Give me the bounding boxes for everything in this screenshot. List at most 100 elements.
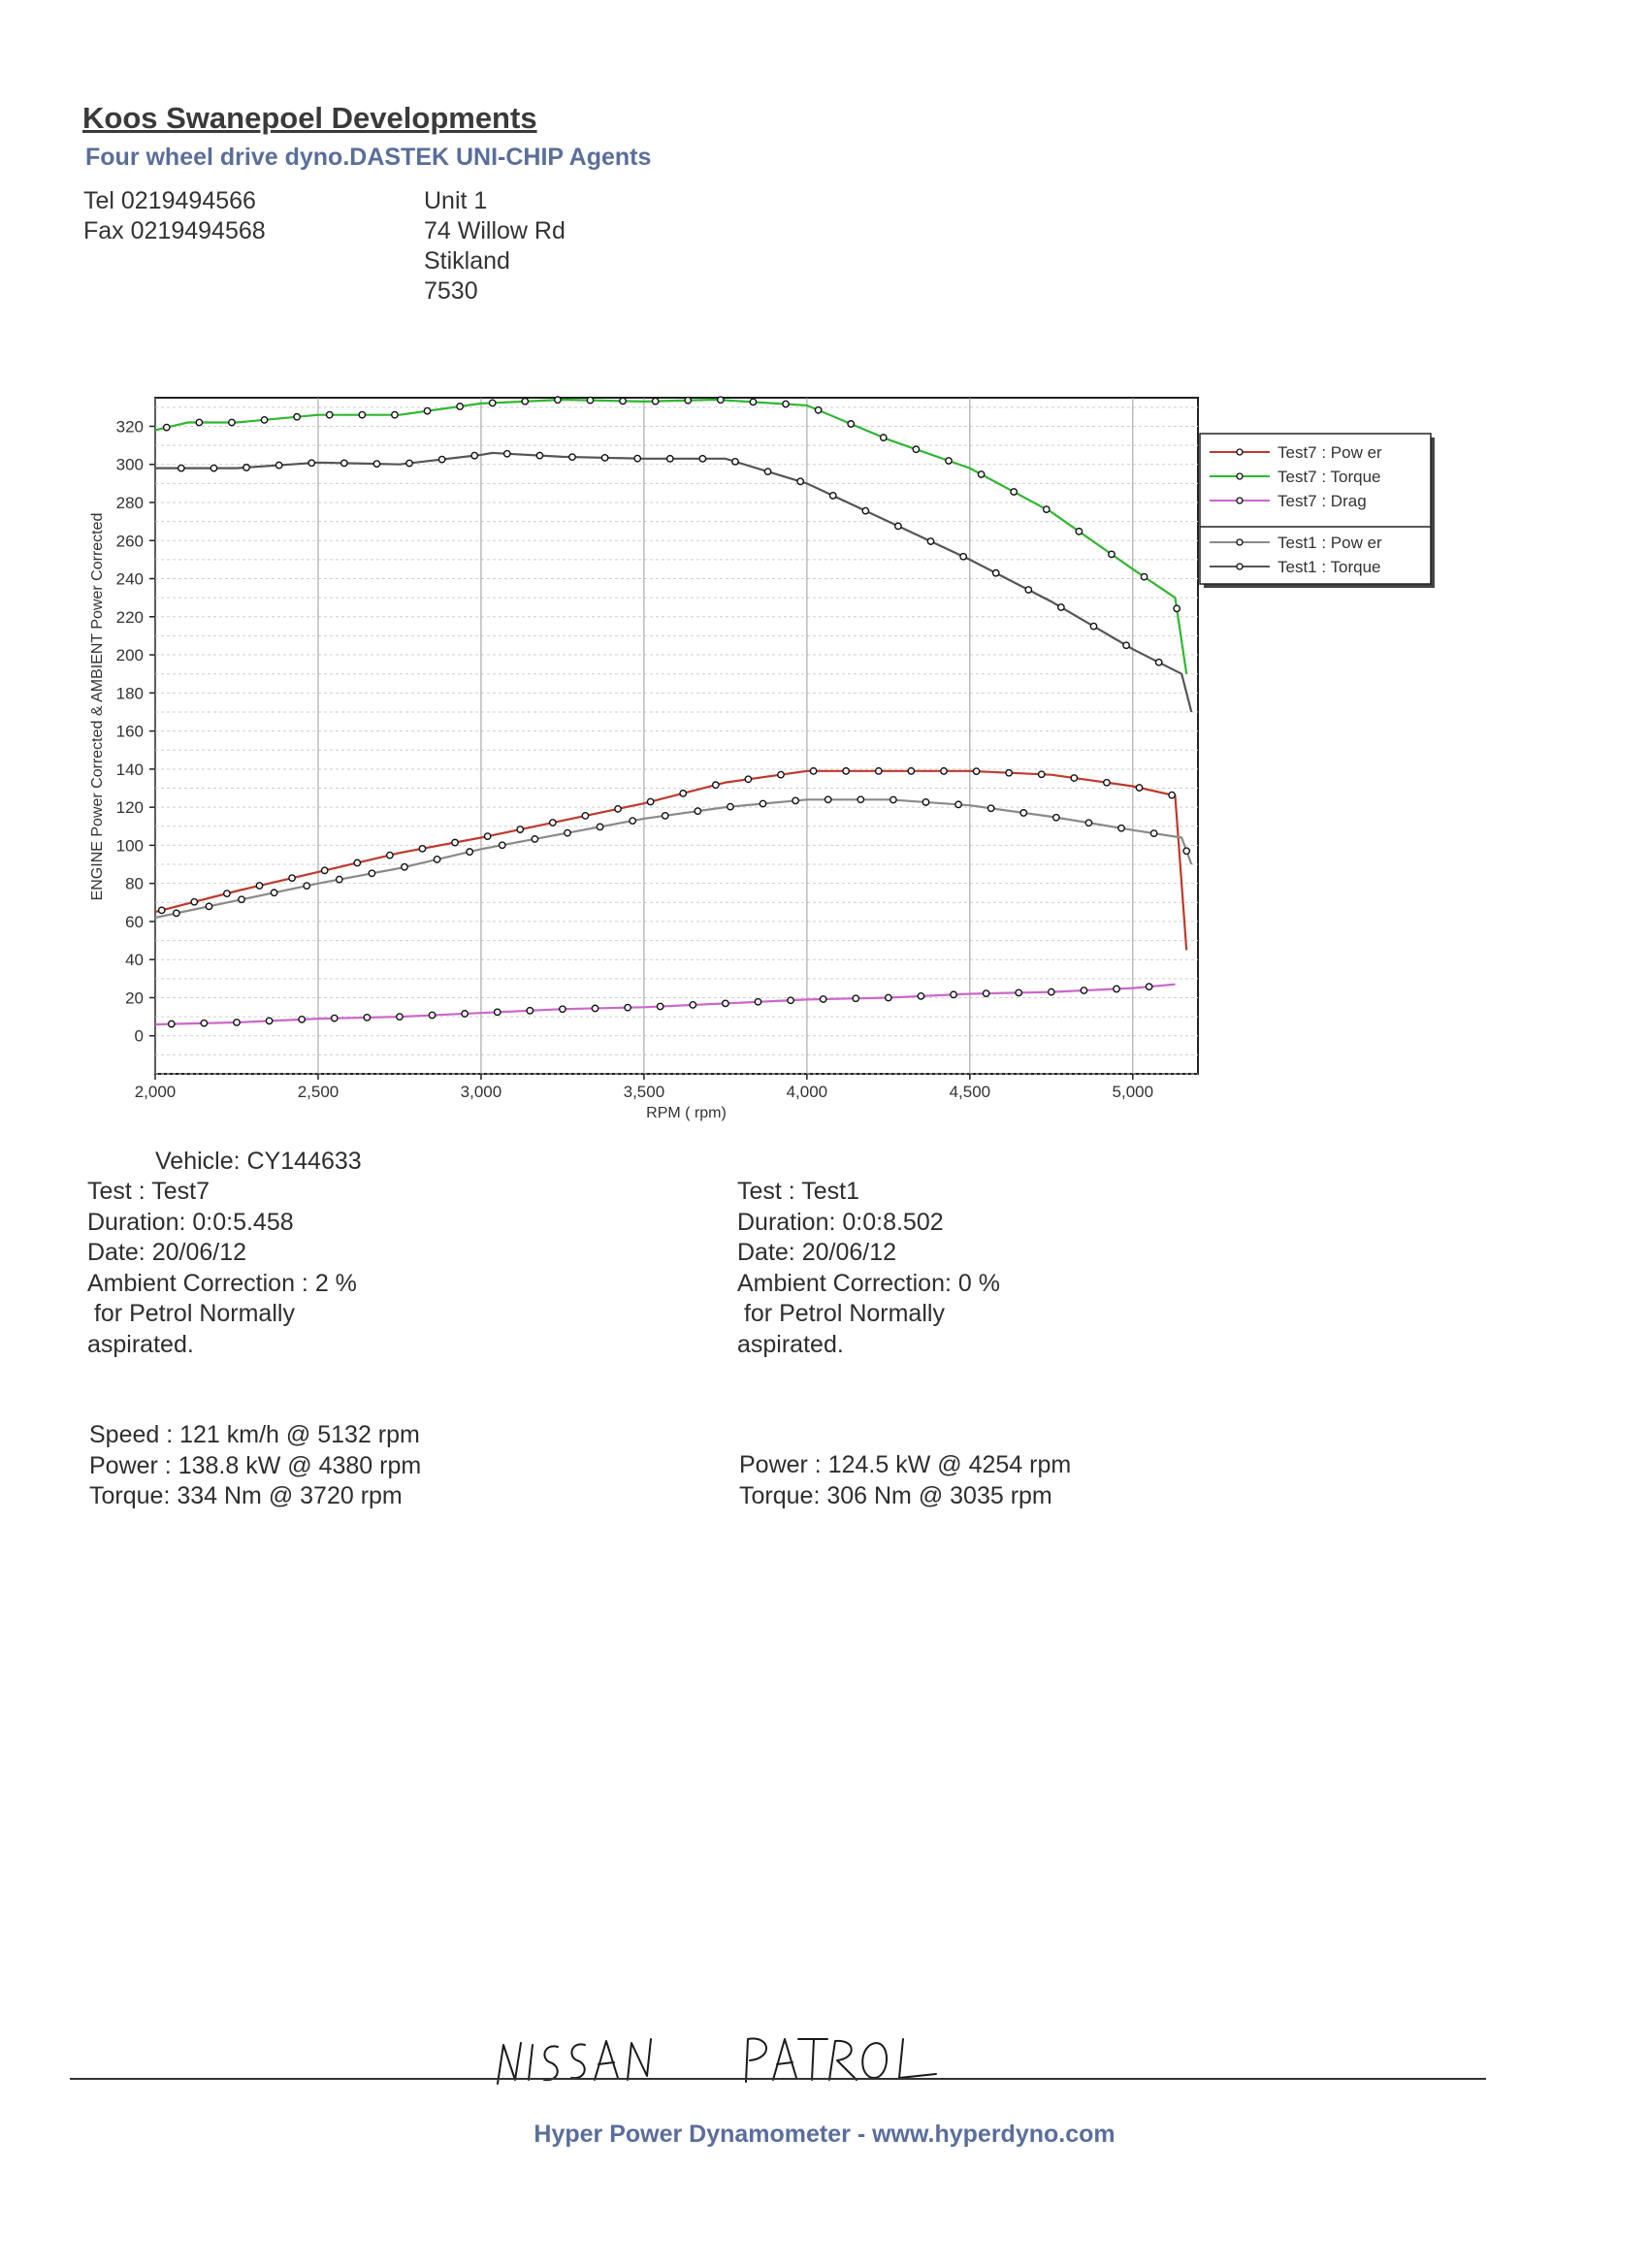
series-point — [1005, 768, 1014, 777]
series-point — [568, 453, 576, 462]
series-point — [809, 766, 818, 775]
series-point — [889, 795, 897, 804]
series-point — [358, 410, 367, 419]
y-tick-label: 180 — [116, 684, 144, 702]
series-point — [819, 995, 827, 1003]
series-point — [255, 882, 264, 890]
series-point — [223, 890, 231, 898]
series-point — [982, 989, 990, 998]
series-point — [502, 449, 511, 458]
y-tick-label: 300 — [116, 456, 144, 474]
y-axis-label: ENGINE Power Corrected & AMBIENT Power C… — [89, 513, 106, 901]
series-point — [950, 990, 957, 999]
test7-aspirated: aspirated. — [87, 1330, 194, 1358]
test7-info: Test : Test7 Duration: 0:0:5.458 Date: 2… — [87, 1177, 357, 1360]
address-line: 74 Willow Rd — [424, 217, 566, 244]
test7-duration: Duration: 0:0:5.458 — [87, 1208, 294, 1236]
handwritten-vehicle-name — [497, 2037, 937, 2085]
series-point — [553, 396, 562, 405]
series-point — [852, 994, 860, 1003]
series-point — [195, 418, 204, 427]
series-point — [1113, 985, 1120, 993]
series-point — [320, 866, 329, 875]
address-line: Stikland — [424, 247, 510, 275]
series-point — [954, 800, 962, 809]
series-point — [596, 823, 604, 831]
series-point — [335, 875, 343, 884]
series-point — [945, 457, 953, 465]
test1-aspirated: aspirated. — [737, 1330, 844, 1358]
series-point — [814, 405, 823, 414]
y-tick-label: 100 — [116, 836, 144, 855]
series-point — [857, 795, 865, 804]
test7-power: Power : 138.8 kW @ 4380 rpm — [89, 1451, 422, 1479]
series-point — [922, 798, 930, 806]
series-point — [405, 459, 413, 468]
series-point — [260, 415, 269, 424]
series-point — [665, 454, 674, 463]
y-tick-label: 240 — [116, 570, 144, 589]
series-point — [1089, 622, 1098, 631]
vehicle-id: Vehicle: CY144633 — [155, 1148, 362, 1175]
series-point — [1135, 784, 1144, 792]
series-point — [433, 856, 441, 863]
series-point — [972, 767, 981, 776]
series-point — [1047, 988, 1055, 996]
test1-duration: Duration: 0:0:8.502 — [737, 1208, 944, 1236]
series-point — [298, 1015, 307, 1023]
legend-marker — [1236, 448, 1244, 456]
series-point — [1140, 572, 1148, 581]
y-tick-label: 260 — [116, 532, 144, 550]
series-point — [727, 802, 734, 811]
series-point — [940, 766, 948, 775]
series-point — [559, 1005, 566, 1014]
test7-name: Test : Test7 — [87, 1178, 210, 1205]
series-point — [1084, 819, 1093, 827]
series-point — [162, 423, 171, 432]
series-point — [986, 804, 995, 813]
test1-fuel: for Petrol Normally — [737, 1300, 945, 1327]
series-point — [1042, 505, 1051, 513]
test7-torque: Torque: 334 Nm @ 3720 rpm — [89, 1482, 403, 1509]
plot-area — [154, 397, 1199, 1075]
series-point — [661, 811, 669, 820]
series-point — [624, 1003, 632, 1012]
legend-label: Test7 : Torque — [1277, 468, 1380, 486]
series-point — [646, 797, 655, 806]
x-tick-label: 4,000 — [787, 1083, 828, 1101]
series-point — [586, 396, 595, 405]
series-point — [330, 1014, 339, 1022]
series-point — [340, 459, 348, 468]
series-point — [698, 454, 707, 463]
series-point — [1070, 774, 1079, 782]
series-point — [293, 412, 302, 421]
test1-info: Test : Test1 Duration: 0:0:8.502 Date: 2… — [737, 1177, 1000, 1360]
address-block: Unit 1 74 Willow Rd Stikland 7530 — [424, 186, 566, 307]
x-tick-label: 5,000 — [1113, 1083, 1154, 1101]
series-point — [451, 838, 459, 847]
test7-results: Speed : 121 km/h @ 5132 rpm Power : 138.… — [89, 1420, 421, 1512]
series-point — [1080, 987, 1088, 994]
series-point — [423, 406, 432, 415]
y-tick-label: 200 — [116, 646, 144, 664]
series-point — [684, 396, 693, 405]
address-line: Unit 1 — [424, 187, 488, 214]
series-point — [1173, 604, 1181, 613]
series-point — [711, 781, 720, 790]
series-point — [428, 1011, 436, 1020]
series-point — [233, 1019, 241, 1026]
series-point — [1015, 988, 1023, 997]
y-tick-label: 0 — [135, 1027, 144, 1046]
series-point — [205, 902, 213, 911]
series-point — [591, 1004, 599, 1013]
series-point — [275, 461, 283, 470]
series-point — [210, 464, 218, 472]
legend-marker — [1236, 538, 1244, 546]
series-point — [172, 909, 180, 918]
series-point — [656, 1002, 664, 1011]
series-point — [1154, 658, 1163, 666]
series-point — [385, 851, 394, 859]
series-point — [1010, 488, 1018, 496]
series-point — [521, 397, 530, 405]
series-point — [1122, 641, 1130, 650]
